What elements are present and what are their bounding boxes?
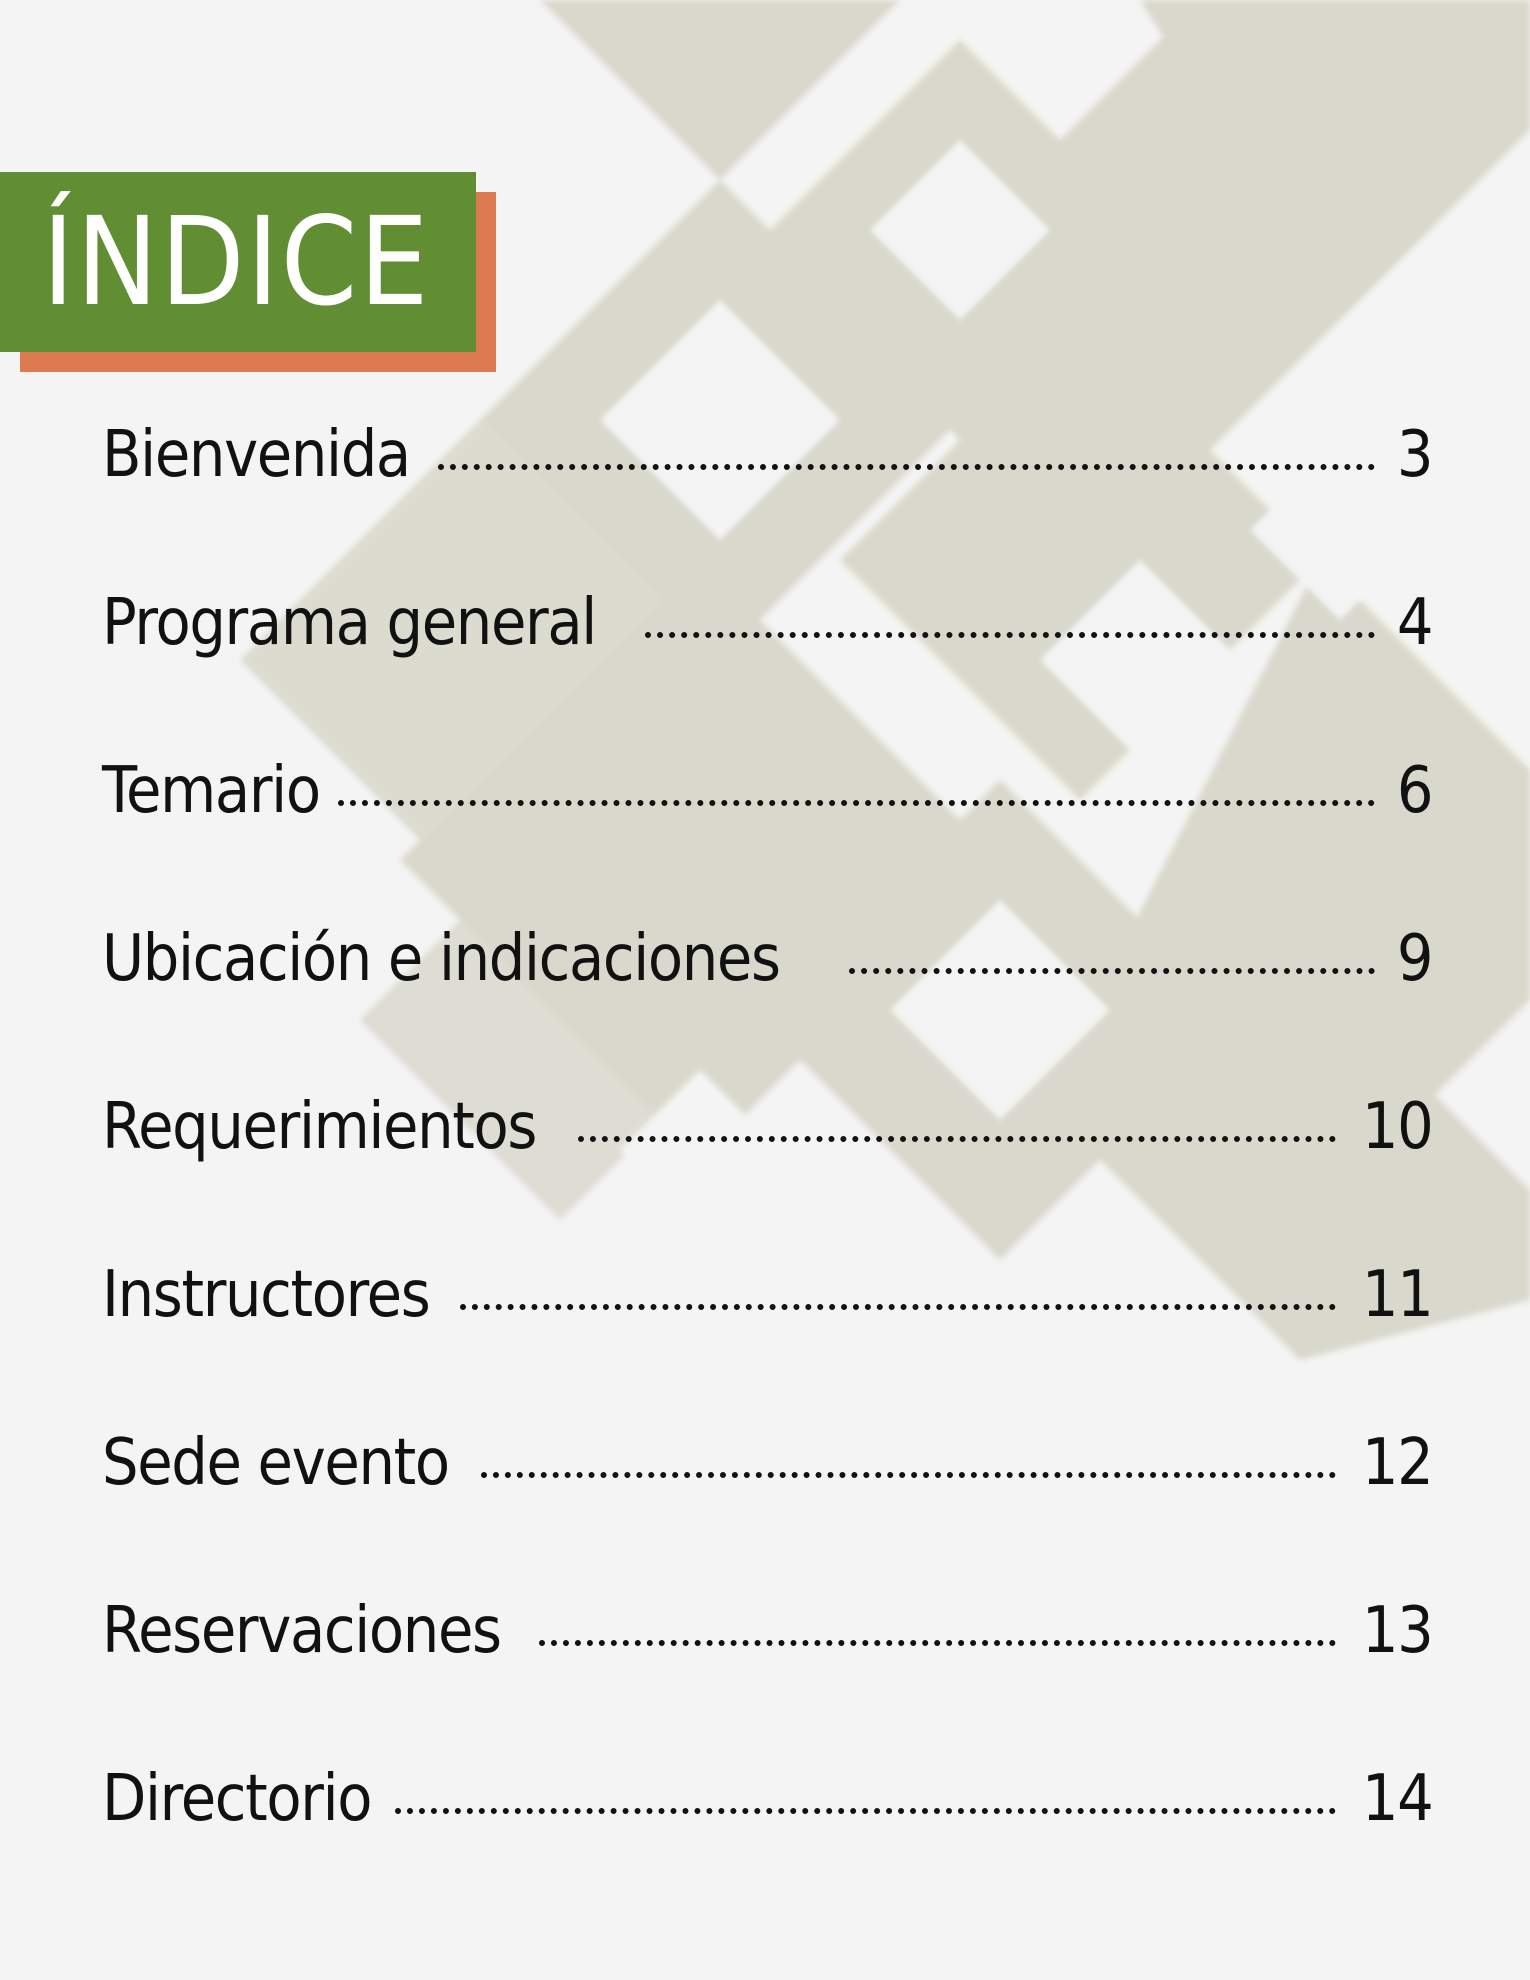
toc-entry[interactable]: Temario 6: [102, 754, 1434, 922]
toc-dot-leader: [459, 1304, 1336, 1310]
title-banner: ÍNDICE: [0, 172, 476, 352]
toc-dot-leader: [848, 968, 1375, 974]
toc-entry-page: 6: [1396, 754, 1434, 828]
toc-dot-leader: [644, 632, 1375, 638]
table-of-contents: Bienvenida 3 Programa general 4 Temario …: [102, 418, 1434, 1930]
toc-entry[interactable]: Programa general 4: [102, 586, 1434, 754]
toc-dot-leader: [395, 1808, 1336, 1814]
toc-entry-label: Ubicación e indicaciones: [102, 922, 781, 996]
toc-dot-leader: [337, 800, 1375, 806]
toc-entry[interactable]: Instructores 11: [102, 1258, 1433, 1426]
toc-entry-page: 10: [1361, 1090, 1433, 1164]
toc-entry[interactable]: Requerimientos 10: [102, 1090, 1433, 1258]
toc-entry-label: Bienvenida: [102, 418, 411, 492]
toc-entry-label: Sede evento: [102, 1426, 450, 1500]
toc-dot-leader: [539, 1640, 1336, 1646]
toc-dot-leader: [438, 464, 1375, 470]
toc-entry-page: 13: [1361, 1594, 1433, 1668]
toc-entry-label: Programa general: [102, 586, 597, 660]
toc-entry-page: 12: [1361, 1426, 1433, 1500]
toc-dot-leader: [578, 1136, 1336, 1142]
toc-entry-label: Temario: [102, 754, 321, 828]
toc-dot-leader: [481, 1472, 1336, 1478]
toc-entry-label: Reservaciones: [102, 1594, 502, 1668]
toc-entry-page: 11: [1361, 1258, 1433, 1332]
page-title: ÍNDICE: [42, 191, 431, 333]
toc-entry-label: Instructores: [102, 1258, 431, 1332]
toc-entry-page: 9: [1396, 922, 1434, 996]
toc-entry[interactable]: Directorio 14: [102, 1762, 1433, 1930]
toc-entry-page: 4: [1396, 586, 1434, 660]
toc-entry[interactable]: Reservaciones 13: [102, 1594, 1433, 1762]
toc-entry[interactable]: Sede evento 12: [102, 1426, 1433, 1594]
toc-entry[interactable]: Bienvenida 3: [102, 418, 1434, 586]
title-block: ÍNDICE: [0, 172, 500, 376]
toc-entry-page: 3: [1396, 418, 1434, 492]
toc-entry-page: 14: [1361, 1762, 1433, 1836]
toc-entry[interactable]: Ubicación e indicaciones 9: [102, 922, 1434, 1090]
toc-entry-label: Directorio: [102, 1762, 372, 1836]
toc-entry-label: Requerimientos: [102, 1090, 537, 1164]
